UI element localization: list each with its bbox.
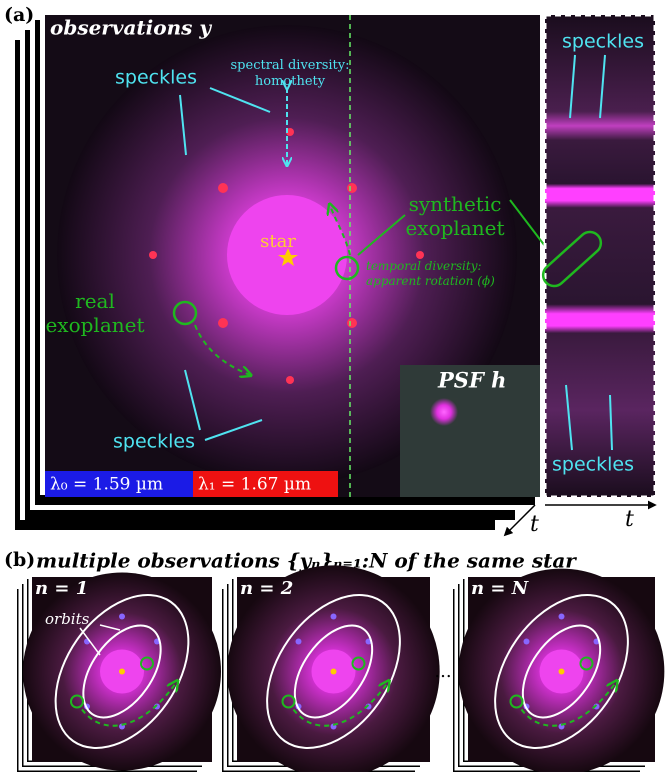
speckle <box>558 613 565 620</box>
lambda1-box <box>193 471 338 497</box>
synthetic-planet-circle <box>334 255 360 281</box>
planet-circle <box>70 694 84 709</box>
pointer <box>569 54 576 119</box>
time-strip <box>545 15 655 497</box>
psf-inset <box>400 365 540 497</box>
speckles-label: speckles <box>115 67 197 89</box>
rotation-arrow <box>81 682 177 727</box>
pointer <box>99 624 121 631</box>
star-marker <box>119 668 125 675</box>
real-planet-circle <box>172 300 198 326</box>
frame-label: n = 2 <box>240 578 293 599</box>
synthetic-planet-track <box>541 230 603 288</box>
lambda1: λ₁ = 1.67 µm <box>198 475 311 495</box>
rotation-arrow <box>520 682 617 727</box>
frame-label: n = 1 <box>35 578 88 599</box>
pointer <box>599 54 606 119</box>
star-marker <box>278 248 298 266</box>
pointer <box>357 214 406 256</box>
pointer <box>209 87 271 113</box>
star-marker <box>330 668 337 675</box>
temporal-diversity: temporal diversity: apparent rotation (ϕ) <box>366 259 495 288</box>
pointer <box>509 199 549 251</box>
lambda0-box <box>45 471 193 497</box>
pointer <box>179 94 187 156</box>
panel-a-label: (a) <box>4 4 34 26</box>
planet-circle <box>140 656 154 671</box>
orbit <box>494 594 629 749</box>
panel-a-title: observations y <box>50 16 212 40</box>
speckles-label: speckles <box>552 454 634 476</box>
time-arrow <box>503 504 536 537</box>
panel-b-label: (b) <box>4 549 35 571</box>
lambda0: λ₀ = 1.59 µm <box>50 475 163 495</box>
panel-b-title: multiple observations {yₙ}ₙ₌₁:N of the s… <box>36 549 577 573</box>
orbit <box>521 624 602 719</box>
psf-label: PSF h <box>437 368 506 393</box>
planet-circle <box>281 694 296 709</box>
psf-spot <box>430 398 458 426</box>
time-label: t <box>625 507 634 532</box>
orbit <box>293 624 374 719</box>
frame-label: n = N <box>471 578 530 599</box>
synthetic-exoplanet: synthetic exoplanet <box>405 192 504 240</box>
planet-circle <box>509 694 524 709</box>
pointer <box>565 384 573 451</box>
pointer <box>204 419 263 441</box>
rotation-arrow <box>330 205 351 256</box>
strip-border <box>543 13 657 499</box>
orbit <box>54 594 190 749</box>
ellipsis: ... <box>434 661 451 682</box>
real-exoplanet: real exoplanet <box>45 289 144 337</box>
speckle <box>119 613 125 620</box>
pointer <box>79 627 101 656</box>
speckles-label: speckles <box>113 431 195 453</box>
orbit <box>82 624 162 719</box>
star-marker <box>558 668 565 675</box>
orbits-label: orbits <box>45 610 90 628</box>
orbit <box>266 594 401 749</box>
time-label: t <box>530 512 539 537</box>
pointer <box>609 394 613 451</box>
rotation-arrow <box>194 324 250 375</box>
rotation-arrow <box>292 682 389 727</box>
planet-circle <box>579 656 594 671</box>
pointer <box>184 369 201 431</box>
speckle <box>330 613 337 620</box>
planet-circle <box>351 656 366 671</box>
speckles-label: speckles <box>562 31 644 53</box>
speckle <box>523 638 530 645</box>
star-label: star <box>260 231 296 252</box>
speckle <box>295 638 302 645</box>
